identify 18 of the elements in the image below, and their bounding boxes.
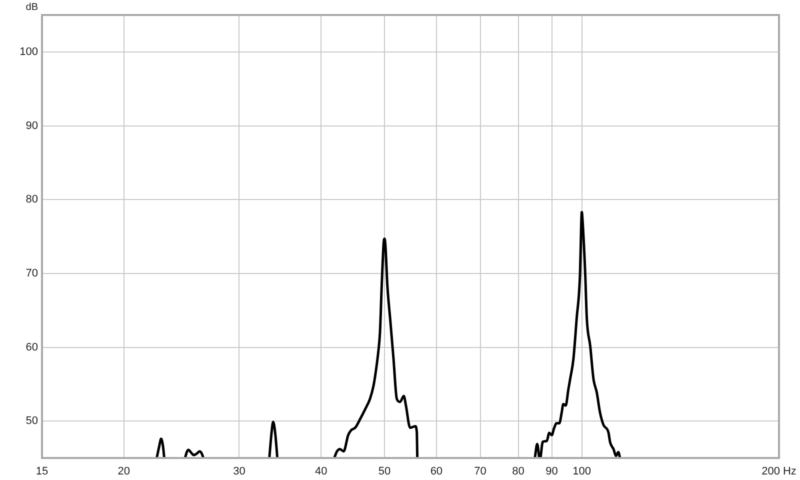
x-tick-label: 40 [314,466,328,478]
x-tick-label: 100 [572,466,591,478]
x-tick-label: 15 [36,466,48,478]
x-tick-label: 30 [233,466,246,478]
x-tick-label: 70 [474,466,486,478]
x-tick-label: 80 [512,466,524,478]
x-tick-label: 20 [118,466,130,478]
y-axis-title: dB [26,2,38,13]
y-tick-label: 50 [26,415,38,428]
y-tick-label: 70 [26,267,38,280]
y-tick-label: 80 [26,194,38,206]
y-tick-label: 60 [26,341,38,354]
x-tick-label: 60 [430,466,443,478]
y-tick-label: 100 [20,46,38,58]
y-tick-label: 90 [26,120,38,132]
x-tick-label: 90 [546,466,558,478]
x-tick-label: 50 [378,466,391,478]
x-tick-label: 200 Hz [762,466,796,478]
